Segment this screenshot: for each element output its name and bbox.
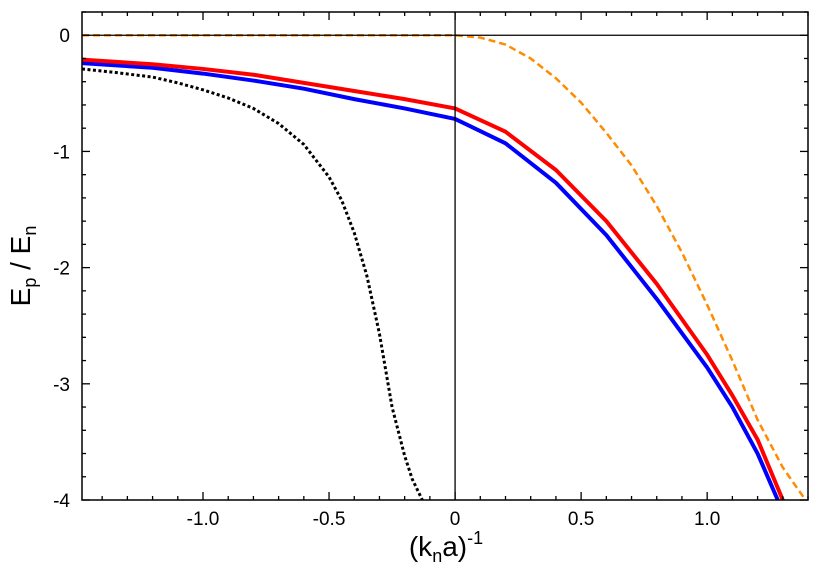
- y-tick-label: -4: [53, 491, 70, 512]
- y-tick-label: -2: [53, 259, 70, 280]
- series-line-2: [82, 61, 780, 500]
- plot-frame: [81, 11, 809, 501]
- x-tick-label: -0.5: [313, 509, 346, 530]
- axis-ticks: -1.0 -0.5 0 0.5 1.0 0 -1 -2 -3 -4: [53, 11, 809, 530]
- x-tick-label: 1.0: [694, 509, 720, 530]
- y-tick-label: 0: [59, 26, 70, 47]
- x-axis-label: (kna)-1: [409, 528, 483, 566]
- x-tick-label: -1.0: [187, 509, 220, 530]
- x-tick-label: 0.5: [568, 509, 594, 530]
- y-axis-label: Ep / En: [5, 226, 40, 307]
- reference-lines: [82, 12, 808, 500]
- series-line-4: [82, 33, 807, 500]
- series-layer: [82, 33, 807, 500]
- series-line-3: [82, 57, 785, 500]
- plot-border: [81, 11, 809, 501]
- y-tick-label: -1: [53, 142, 70, 163]
- x-tick-label: 0: [450, 509, 461, 530]
- y-tick-label: -3: [53, 375, 70, 396]
- series-line-1: [82, 67, 424, 500]
